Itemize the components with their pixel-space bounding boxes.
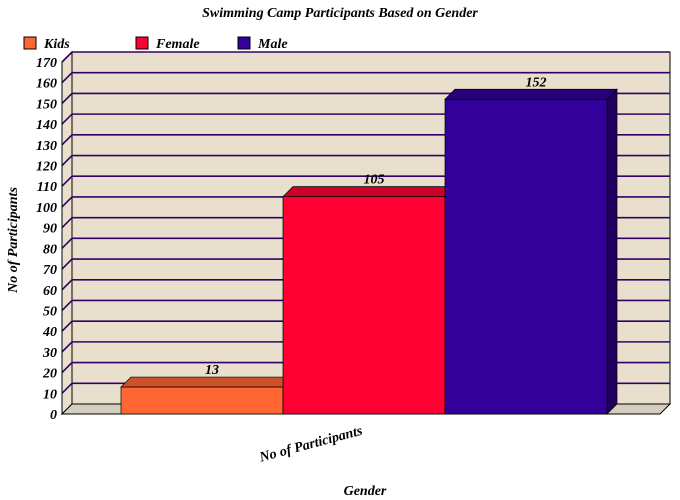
plot-area: 0 10 20 30 40 50 60 70 80 90 100 110 120 130 140 150 160… xyxy=(36,50,672,466)
y-tick-label: 110 xyxy=(37,180,57,195)
y-tick-label: 100 xyxy=(36,201,57,216)
y-tick-label: 90 xyxy=(43,222,57,237)
plot-side-wall xyxy=(61,50,73,416)
y-tick-label: 150 xyxy=(36,97,57,112)
legend: Kids Female Male xyxy=(23,36,288,52)
y-tick-label: 120 xyxy=(36,160,57,175)
bar-top-face xyxy=(444,88,618,100)
bar-top-face xyxy=(120,376,294,388)
y-tick-label: 20 xyxy=(42,367,57,382)
x-axis-label: Gender xyxy=(344,484,387,499)
y-tick-label: 170 xyxy=(36,56,57,71)
bar-front-face xyxy=(282,196,446,415)
legend-item-female: Female xyxy=(135,36,200,52)
data-label: 13 xyxy=(205,363,219,378)
legend-swatch xyxy=(237,36,251,50)
y-tick-label: 130 xyxy=(36,139,57,154)
legend-swatch xyxy=(23,36,37,50)
legend-swatch xyxy=(135,36,149,50)
y-tick-label: 80 xyxy=(43,242,57,257)
y-tick-label: 160 xyxy=(36,77,57,92)
gridline xyxy=(61,51,670,63)
legend-label: Kids xyxy=(43,37,70,52)
y-tick-label: 140 xyxy=(36,118,57,133)
x-tick-label: No of Participants xyxy=(257,424,365,466)
data-label: 152 xyxy=(526,75,547,90)
bar-side-face xyxy=(606,88,618,415)
y-axis-label: No of Participants xyxy=(6,187,21,294)
y-tick-label: 70 xyxy=(43,263,57,278)
bar-front-face xyxy=(120,386,284,415)
y-tick-label: 40 xyxy=(42,325,57,340)
legend-item-kids: Kids xyxy=(23,36,70,52)
data-label: 105 xyxy=(364,173,385,188)
gridline xyxy=(61,71,670,84)
y-tick-label: 0 xyxy=(50,408,57,423)
y-tick-label: 50 xyxy=(43,304,57,319)
bar-kids xyxy=(120,376,294,415)
y-tick-label: 30 xyxy=(42,346,57,361)
bar-top-face xyxy=(282,186,456,197)
y-tick-label: 60 xyxy=(43,284,57,299)
bar-male xyxy=(444,88,618,415)
chart-title: Swimming Camp Participants Based on Gend… xyxy=(202,6,478,21)
bar-front-face xyxy=(444,98,608,415)
legend-label: Male xyxy=(257,37,288,52)
legend-label: Female xyxy=(155,37,200,52)
y-tick-label: 10 xyxy=(43,387,57,402)
legend-item-male: Male xyxy=(237,36,288,52)
bar-female xyxy=(282,185,456,415)
